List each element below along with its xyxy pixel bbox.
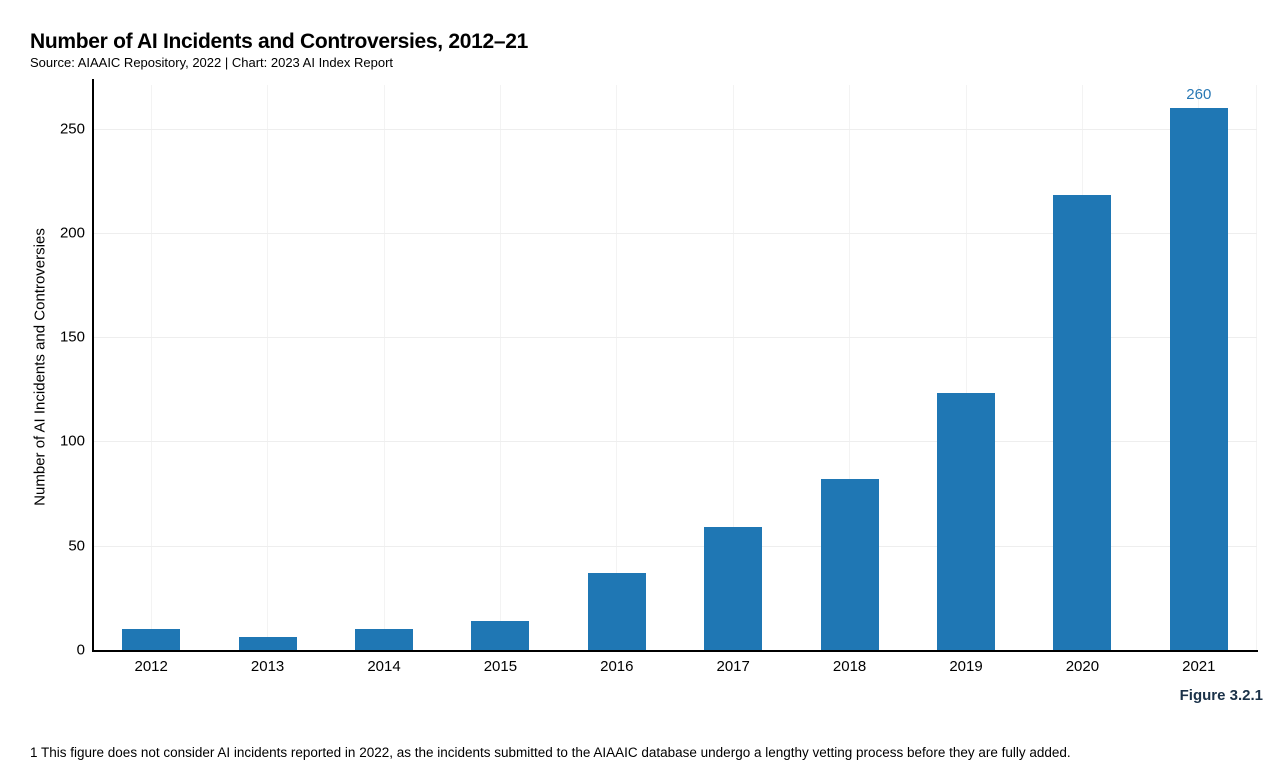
- bar-2014: [355, 629, 413, 650]
- gridline-vertical: [732, 85, 734, 650]
- y-tick-label: 0: [76, 641, 85, 659]
- y-tick-label: 250: [59, 120, 85, 138]
- y-tick-label: 200: [59, 224, 85, 242]
- footnote: 1 This figure does not consider AI incid…: [30, 745, 1071, 760]
- bar-2017: [704, 526, 763, 650]
- x-tick-label: 2013: [250, 658, 285, 675]
- x-tick-label: 2017: [716, 658, 750, 675]
- bar-2012: [122, 629, 181, 650]
- x-tick-label: 2016: [600, 658, 634, 675]
- gridline-horizontal: [94, 128, 1257, 130]
- x-tick-label: 2015: [483, 658, 518, 675]
- y-tick-label: 150: [59, 328, 85, 346]
- gridline-vertical: [267, 85, 269, 650]
- x-axis-line: [92, 650, 1258, 652]
- x-tick-label: 2018: [832, 658, 867, 675]
- x-tick-label: 2021: [1182, 658, 1216, 675]
- x-tick-label: 2019: [949, 658, 983, 675]
- bar-2016: [587, 572, 646, 650]
- gridline-vertical: [383, 85, 385, 650]
- y-axis-line: [92, 79, 94, 652]
- gridline-vertical: [1256, 85, 1257, 650]
- y-tick-label: 100: [59, 432, 85, 450]
- y-tick-label: 50: [68, 537, 85, 555]
- gridline-vertical: [965, 85, 967, 650]
- bar-2020: [1053, 195, 1112, 650]
- gridline-vertical: [499, 85, 501, 650]
- x-tick-label: 2012: [134, 658, 168, 675]
- x-tick-label: 2014: [367, 658, 401, 675]
- bar-value-label: 260: [1186, 85, 1212, 103]
- x-tick-label: 2020: [1065, 658, 1100, 675]
- figure-label: Figure 3.2.1: [1179, 687, 1263, 704]
- gridline-horizontal: [94, 545, 1257, 547]
- bar-2021: [1169, 107, 1228, 650]
- gridline-horizontal: [94, 441, 1257, 443]
- gridline-horizontal: [94, 232, 1257, 234]
- bar-2013: [238, 637, 297, 650]
- bar-2019: [937, 393, 995, 650]
- chart-subtitle: Source: AIAAIC Repository, 2022 | Chart:…: [30, 55, 394, 70]
- gridline-vertical: [849, 85, 851, 650]
- gridline-vertical: [616, 85, 618, 650]
- bar-2018: [820, 478, 879, 650]
- gridline-horizontal: [94, 337, 1257, 339]
- chart-title: Number of AI Incidents and Controversies…: [30, 30, 529, 53]
- bar-2015: [471, 620, 530, 650]
- gridline-vertical: [150, 85, 152, 650]
